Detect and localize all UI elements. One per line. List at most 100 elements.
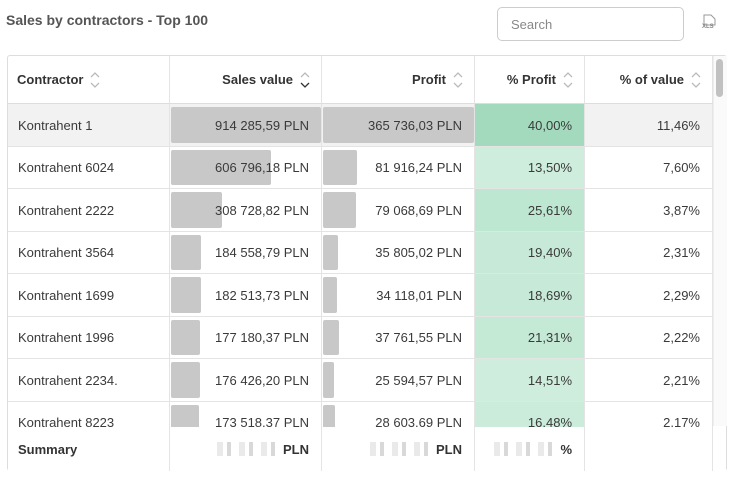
table-cell: 28 603,69 PLN [322,401,475,427]
table-cell: 13,50% [475,146,585,189]
header-label: % of value [619,72,684,87]
column-header[interactable]: Profit [322,56,475,104]
table-cell: 308 728,82 PLN [170,189,322,232]
table: Contractor Sales value Profit % Profit % of … [7,55,727,471]
data-bar [323,107,474,143]
table-cell: 365 736,03 PLN [322,104,475,147]
table-row[interactable]: Kontrahent 3564 184 558,79 PLN 35 805,02 P… [8,231,713,274]
summary-cell [585,427,713,471]
file-icon [703,14,716,26]
table-cell: 2,22% [585,316,713,359]
export-label: XLS [702,24,714,30]
data-bar [171,192,222,228]
table-row[interactable]: Kontrahent 1 914 285,59 PLN 365 736,03 PLN… [8,104,713,147]
table-cell: Kontrahent 2222 [8,189,170,232]
table-cell: 173 518,37 PLN [170,401,322,427]
percent-profit-cell-bg [475,401,585,427]
summary-text: PLN [436,441,462,457]
export-button[interactable]: XLS [702,14,716,32]
header-label: Contractor [17,72,84,87]
table-row[interactable]: Kontrahent 1996 177 180,37 PLN 37 761,55 P… [8,316,713,359]
percent-profit-cell-bg [475,231,585,273]
table-cell: Kontrahent 1 [8,104,170,147]
header-label: Profit [412,72,446,87]
sort-icon [691,71,701,88]
data-bar [171,107,321,143]
data-bar [171,234,202,270]
table-cell: 19,40% [475,231,585,274]
table-cell: 79 068,69 PLN [322,189,475,232]
table-cell: 16,48% [475,401,585,427]
data-bar [171,362,200,398]
table-cell: 35 805,02 PLN [322,231,475,274]
header-label: Sales value [222,72,293,87]
table-cell: 182 513,73 PLN [170,274,322,317]
table-cell: Kontrahent 3564 [8,231,170,274]
column-header[interactable]: % of value [585,56,713,104]
sort-icon [563,71,573,88]
summary-cell: % [475,427,585,471]
sort-icon [90,71,100,88]
data-bar [323,319,339,355]
table-cell: 14,51% [475,359,585,402]
data-bar [323,362,334,398]
table-cell: 7,60% [585,146,713,189]
table-row[interactable]: Kontrahent 2222 308 728,82 PLN 79 068,69 P… [8,189,713,232]
data-bar [171,277,201,313]
table-cell: 21,31% [475,316,585,359]
table-cell: Kontrahent 6024 [8,146,170,189]
data-bar [323,234,338,270]
table-cell: 2,31% [585,231,713,274]
table-cell: 37 761,55 PLN [322,316,475,359]
table-cell: 11,46% [585,104,713,147]
search-box[interactable]: Search [497,7,684,41]
table-cell: Kontrahent 2234. [8,359,170,402]
table-cell: 18,69% [475,274,585,317]
hidden-value [370,442,430,456]
table-row[interactable]: Kontrahent 2234. 176 426,20 PLN 25 594,57 … [8,359,713,402]
percent-profit-cell-bg [475,316,585,358]
column-header[interactable]: Contractor [8,56,170,104]
summary-text: % [560,441,572,457]
percent-profit-cell-bg [475,146,585,188]
table-cell: 177 180,37 PLN [170,316,322,359]
data-bar [171,404,200,427]
table-cell: 2,29% [585,274,713,317]
summary-row: Summary PLN PLN% [8,427,726,471]
data-bar [171,149,271,185]
table-cell: 176 426,20 PLN [170,359,322,402]
table-cell: 2,21% [585,359,713,402]
hidden-value [217,442,277,456]
table-cell: 34 118,01 PLN [322,274,475,317]
table-cell: 3,87% [585,189,713,232]
table-cell: 606 796,18 PLN [170,146,322,189]
summary-cell: PLN [170,427,322,471]
scrollbar-thumb[interactable] [716,59,723,97]
table-row[interactable]: Kontrahent 6024 606 796,18 PLN 81 916,24 P… [8,146,713,189]
data-bar [323,404,335,427]
data-bar [323,149,357,185]
percent-profit-cell-bg [475,189,585,231]
table-cell: Kontrahent 1996 [8,316,170,359]
scrollbar-track [713,56,727,426]
summary-text: Summary [18,441,78,457]
table-row[interactable]: Kontrahent 8223 173 518,37 PLN 28 603,69 P… [8,401,713,427]
table-row[interactable]: Kontrahent 1699 182 513,73 PLN 34 118,01 P… [8,274,713,317]
column-header[interactable]: % Profit [475,56,585,104]
sort-icon [300,71,310,88]
table-cell: Kontrahent 8223 [8,401,170,427]
table-cell: 2,17% [585,401,713,427]
table-cell: 184 558,79 PLN [170,231,322,274]
table-cell: 25,61% [475,189,585,232]
header-label: % Profit [506,72,556,87]
percent-profit-cell-bg [475,104,585,146]
table-cell: 40,00% [475,104,585,147]
hidden-value [494,442,555,456]
summary-cell: PLN [322,427,475,471]
search-placeholder: Search [511,17,553,32]
percent-profit-cell-bg [475,274,585,316]
column-header[interactable]: Sales value [170,56,322,104]
percent-profit-cell-bg [475,359,585,401]
table-cell: 914 285,59 PLN [170,104,322,147]
data-bar [323,277,338,313]
